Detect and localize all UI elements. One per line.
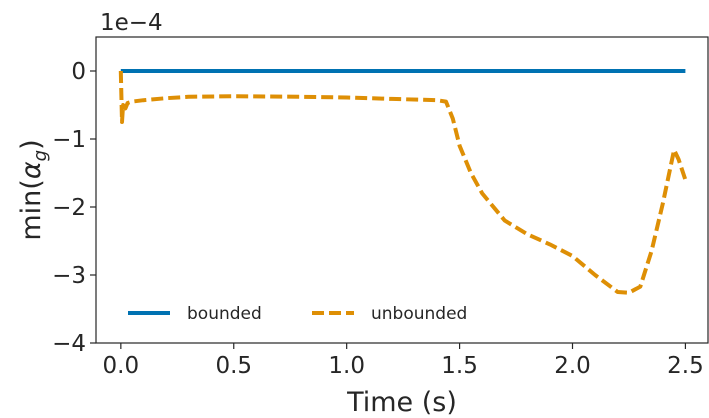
y-axis-label-main: min(: [16, 179, 47, 240]
y-tick-label: −3: [52, 263, 86, 289]
x-tick-label: 2.0: [554, 353, 591, 379]
x-tick-label: 2.5: [667, 353, 704, 379]
y-axis-label-subscript: g: [30, 150, 51, 161]
x-tick-label: 0.5: [215, 353, 252, 379]
legend-label-unbounded: unbounded: [371, 304, 467, 324]
y-offset-label: 1e−4: [100, 10, 163, 36]
x-tick-label: 0.0: [103, 353, 140, 379]
y-tick-label: −4: [52, 331, 86, 357]
series-line-unbounded: [118, 70, 688, 295]
y-axis-label: min(αg): [16, 139, 51, 240]
y-tick-label: −2: [52, 195, 86, 221]
x-tick-label: 1.0: [328, 353, 365, 379]
legend-label-bounded: bounded: [187, 304, 262, 324]
x-axis-label: Time (s): [346, 387, 457, 418]
y-axis-label-close: ): [16, 139, 47, 150]
legend: bounded unbounded: [128, 304, 467, 324]
y-axis-label-symbol: α: [16, 161, 47, 179]
series-layer: [118, 69, 688, 295]
y-axis: 0 −1 −2 −3 −4: [52, 59, 96, 357]
y-tick-label: 0: [71, 59, 86, 85]
y-tick-label: −1: [52, 127, 86, 153]
x-tick-label: 1.5: [441, 353, 478, 379]
plot-area: [95, 36, 709, 344]
x-axis: 0.0 0.5 1.0 1.5 2.0 2.5: [103, 343, 704, 379]
